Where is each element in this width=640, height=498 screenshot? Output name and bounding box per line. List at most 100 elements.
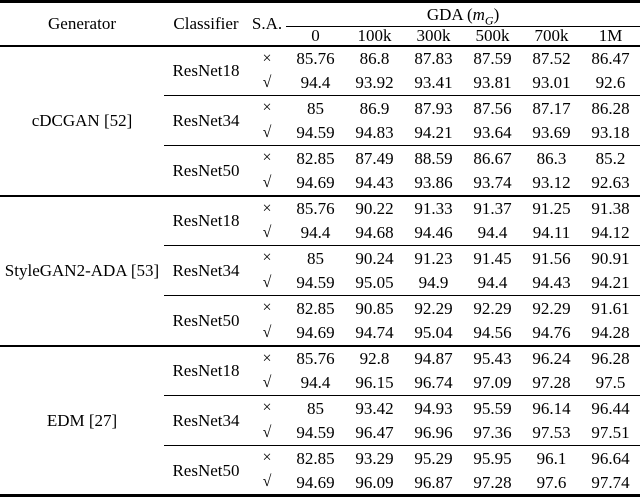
- value-cell: 86.3: [522, 145, 581, 171]
- sa-cell: √: [262, 173, 272, 191]
- value-cell: 85: [286, 95, 345, 121]
- table-row: √ 94.59 94.83 94.21 93.64 93.69 93.18: [0, 121, 640, 146]
- col-header-gda: GDA (mG): [286, 1, 640, 27]
- value-cell: 93.12: [532, 173, 571, 192]
- value-cell: 96.09: [355, 472, 394, 492]
- value-cell: 94.4: [300, 223, 331, 243]
- value-cell: 95.29: [404, 445, 463, 471]
- sa-cell: ×: [248, 245, 286, 271]
- value-cell: 97.74: [591, 472, 630, 492]
- value-cell: 96.1: [522, 445, 581, 471]
- value-cell: 87.49: [345, 145, 404, 171]
- col-header-0: 0: [286, 26, 345, 47]
- value-cell: 86.28: [581, 95, 640, 121]
- value-cell: 97.28: [473, 472, 512, 492]
- value-cell: 93.64: [473, 123, 512, 143]
- col-header-generator: Generator: [0, 1, 164, 47]
- table-row: √ 94.4 96.15 96.74 97.09 97.28 97.5: [0, 371, 640, 396]
- value-cell: 97.5: [595, 373, 626, 393]
- value-cell: 94.4: [300, 373, 331, 393]
- table-row: ResNet50 × 82.85 90.85 92.29 92.29 92.29…: [0, 295, 640, 346]
- table-row: ResNet50 × 82.85 93.29 95.29 95.95 96.1 …: [0, 445, 640, 496]
- value-cell: 94.46: [414, 223, 453, 243]
- value-cell: 94.4: [300, 73, 331, 93]
- value-cell: 96.24: [522, 344, 581, 371]
- value-cell: 94.28: [591, 323, 630, 342]
- value-cell: 91.61: [581, 295, 640, 321]
- value-cell: 94.76: [532, 323, 571, 342]
- value-cell: 96.44: [581, 395, 640, 421]
- value-cell: 97.36: [473, 423, 512, 443]
- value-cell: 94.56: [473, 323, 512, 342]
- table-row: √ 94.69 94.74 95.04 94.56 94.76 94.28: [0, 321, 640, 346]
- classifier-cell: ResNet34: [164, 95, 248, 146]
- sa-cell: ×: [262, 49, 272, 67]
- value-cell: 94.93: [404, 395, 463, 421]
- value-cell: 96.14: [522, 395, 581, 421]
- table-row: √ 94.69 94.43 93.86 93.74 93.12 92.63: [0, 171, 640, 196]
- value-cell: 82.85: [286, 445, 345, 471]
- value-cell: 94.4: [477, 273, 508, 293]
- table-row: √ 94.59 96.47 96.96 97.36 97.53 97.51: [0, 421, 640, 446]
- table-header: Generator Classifier S.A. GDA (mG) 0 100…: [0, 1, 640, 47]
- value-cell: 93.81: [473, 73, 512, 93]
- classifier-cell: ResNet50: [164, 295, 248, 346]
- value-cell: 82.85: [286, 145, 345, 171]
- generator-cell: EDM [27]: [0, 344, 164, 496]
- table-row: ResNet50 × 82.85 87.49 88.59 86.67 86.3 …: [0, 145, 640, 196]
- value-cell: 87.93: [404, 95, 463, 121]
- value-cell: 85.76: [296, 49, 335, 68]
- value-cell: 92.29: [463, 295, 522, 321]
- value-cell: 86.8: [359, 49, 390, 68]
- classifier-cell: ResNet18: [172, 61, 240, 81]
- value-cell: 97.28: [532, 373, 571, 393]
- table-row: √ 94.4 93.92 93.41 93.81 93.01 92.6: [0, 71, 640, 96]
- table-row: EDM [27] ResNet18 × 85.76 92.8 94.87 95.…: [0, 344, 640, 496]
- value-cell: 93.41: [414, 73, 453, 93]
- gda-close: ): [493, 5, 500, 24]
- sa-cell: ×: [248, 95, 286, 121]
- table-row: √ 94.4 94.68 94.46 94.4 94.11 94.12: [0, 221, 640, 246]
- table-row: √ 94.59 95.05 94.9 94.4 94.43 94.21: [0, 271, 640, 296]
- classifier-cell: ResNet50: [164, 145, 248, 196]
- value-cell: 94.11: [532, 223, 571, 243]
- value-cell: 88.59: [404, 145, 463, 171]
- value-cell: 87.17: [522, 95, 581, 121]
- value-cell: 85.76: [286, 194, 345, 221]
- value-cell: 96.96: [414, 423, 453, 443]
- sa-cell: ×: [248, 344, 286, 371]
- value-cell: 91.45: [463, 245, 522, 271]
- value-cell: 96.28: [581, 344, 640, 371]
- value-cell: 87.83: [414, 49, 453, 68]
- value-cell: 94.43: [355, 173, 394, 192]
- value-cell: 87.56: [463, 95, 522, 121]
- value-cell: 85: [286, 245, 345, 271]
- value-cell: 95.05: [355, 273, 394, 293]
- value-cell: 95.59: [463, 395, 522, 421]
- value-cell: 94.83: [355, 123, 394, 143]
- table-row: √ 94.69 96.09 96.87 97.28 97.6 97.74: [0, 471, 640, 496]
- value-cell: 93.29: [345, 445, 404, 471]
- value-cell: 97.51: [591, 423, 630, 443]
- value-cell: 85.76: [286, 344, 345, 371]
- value-cell: 94.43: [532, 273, 571, 293]
- value-cell: 85.2: [581, 145, 640, 171]
- value-cell: 94.59: [296, 123, 335, 143]
- value-cell: 93.69: [532, 123, 571, 143]
- value-cell: 91.37: [463, 194, 522, 221]
- value-cell: 90.85: [345, 295, 404, 321]
- sa-cell: √: [262, 273, 272, 291]
- value-cell: 94.87: [404, 344, 463, 371]
- value-cell: 87.52: [532, 49, 571, 68]
- value-cell: 94.4: [477, 223, 508, 243]
- value-cell: 91.56: [522, 245, 581, 271]
- value-cell: 94.9: [418, 273, 449, 293]
- value-cell: 87.59: [473, 49, 512, 68]
- value-cell: 94.68: [355, 223, 394, 243]
- value-cell: 92.29: [404, 295, 463, 321]
- sa-cell: √: [262, 473, 272, 491]
- col-header-100k: 100k: [345, 26, 404, 47]
- value-cell: 82.85: [286, 295, 345, 321]
- value-cell: 92.29: [522, 295, 581, 321]
